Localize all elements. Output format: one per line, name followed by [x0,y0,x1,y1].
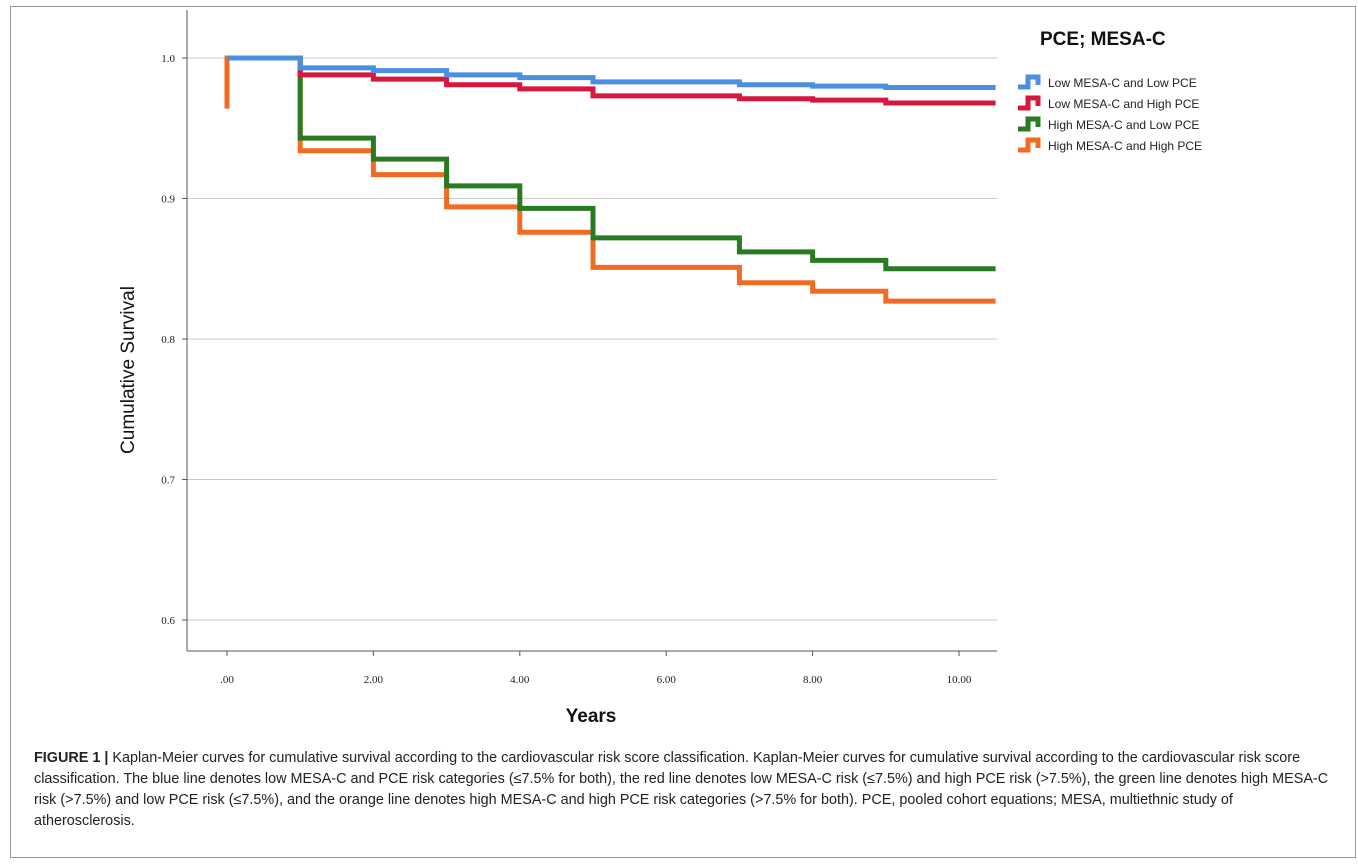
legend-label-4: High MESA-C and High PCE [1048,139,1202,153]
x-tick-label: 4.00 [510,674,530,686]
legend-swatch-1 [1018,74,1041,90]
x-tick-label: 6.00 [657,674,677,686]
y-tick-label: 1.0 [161,53,175,65]
km-chart: 0.60.70.80.91.0.00 2.00 4.00 6.00 8.00 10.00 … [118,10,1202,727]
x-tick-label: 2.00 [364,674,384,686]
survival-curves [224,55,996,304]
y-tick-label: 0.8 [161,334,175,346]
axes [186,10,997,652]
series-line-1 [227,55,996,91]
y-tick-label: 0.7 [161,475,175,487]
legend-label-3: High MESA-C and Low PCE [1048,118,1199,132]
x-axis-title: Years [566,706,617,727]
figure-caption: FIGURE 1 | Kaplan-Meier curves for cumul… [34,748,1334,832]
series-line-4 [224,55,996,304]
legend: Low MESA-C and Low PCE Low MESA-C and Hig… [1018,74,1202,153]
legend-swatch-2 [1018,95,1041,111]
caption-text: Kaplan-Meier curves for cumulative survi… [34,750,1329,829]
y-tick-label: 0.6 [161,615,175,627]
caption-lead: FIGURE 1 | [34,750,109,766]
legend-label-2: Low MESA-C and High PCE [1048,97,1199,111]
legend-swatch-4 [1018,137,1041,153]
x-tick-label: 8.00 [803,674,823,686]
gridlines [187,57,997,621]
tick-labels: 0.6 0.7 0.8 0.9 1.0 .00 2.00 4.00 6.00 8.00 10.00 [161,53,972,686]
x-tick-label: .00 [220,674,234,686]
legend-swatch-3 [1018,116,1041,132]
legend-label-1: Low MESA-C and Low PCE [1048,76,1197,90]
legend-title: PCE; MESA-C [1040,29,1166,50]
y-axis-title: Cumulative Survival [118,286,139,454]
figure-frame [10,6,1356,858]
series-line-2 [227,55,996,106]
series-line-3 [227,55,996,272]
y-tick-label: 0.9 [161,194,175,206]
x-tick-label: 10.00 [947,674,972,686]
